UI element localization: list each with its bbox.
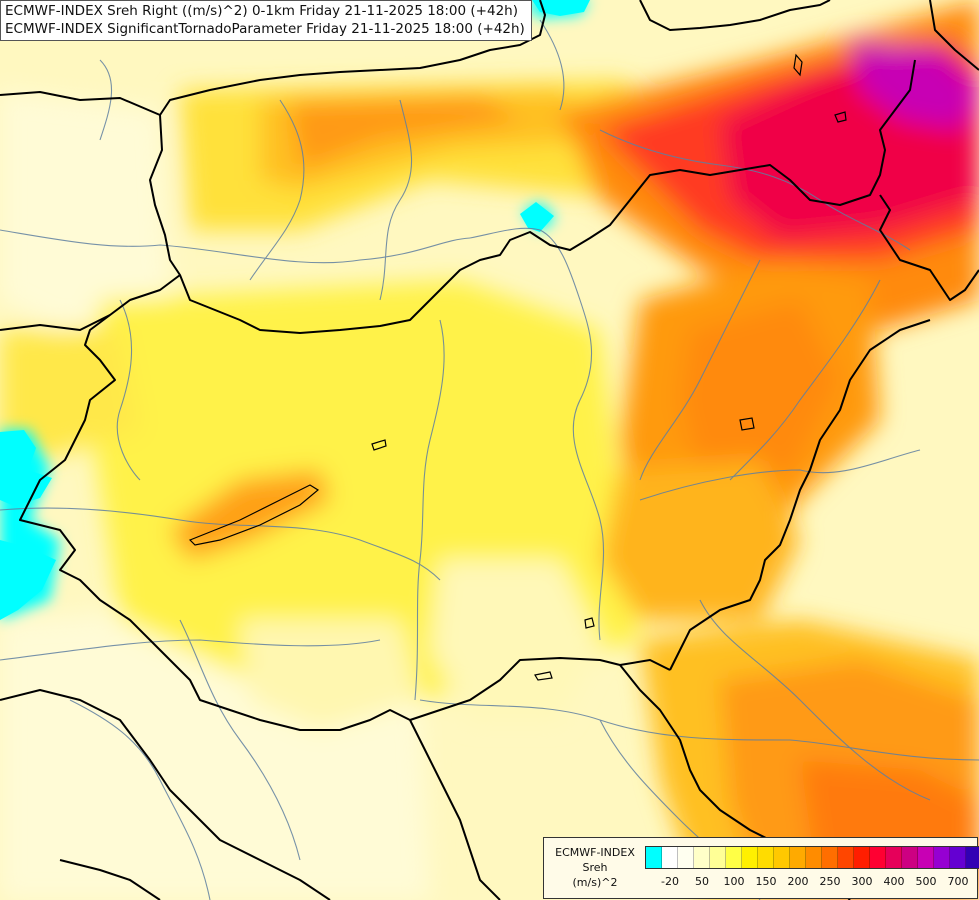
cyan-patch-west <box>0 430 52 506</box>
color-legend: ECMWF-INDEX Sreh (m/s)^2 -20 50 100 150 200 2… <box>543 837 979 899</box>
lake-balaton <box>188 484 320 546</box>
legend-tick-label: 300 <box>851 875 873 888</box>
legend-swatch <box>742 847 758 868</box>
legend-swatch <box>822 847 838 868</box>
legend-swatch <box>934 847 950 868</box>
legend-swatch <box>662 847 678 868</box>
legend-swatch <box>758 847 774 868</box>
map-title-box: ECMWF-INDEX Sreh Right ((m/s)^2) 0-1km F… <box>0 0 532 41</box>
legend-tick-label: -20 <box>661 875 679 888</box>
legend-swatch <box>886 847 902 868</box>
legend-tick-label: 150 <box>755 875 777 888</box>
legend-swatch <box>838 847 854 868</box>
lake-outlines <box>188 53 847 681</box>
title-line-sreh: ECMWF-INDEX Sreh Right ((m/s)^2) 0-1km F… <box>5 3 518 19</box>
legend-swatch <box>726 847 742 868</box>
legend-tick-label: 250 <box>819 875 841 888</box>
legend-swatch <box>678 847 694 868</box>
legend-swatch <box>790 847 806 868</box>
title-line-stp: ECMWF-INDEX SignificantTornadoParameter … <box>5 21 525 37</box>
legend-swatch <box>854 847 870 868</box>
legend-swatch <box>774 847 790 868</box>
legend-tick-label: 700 <box>947 875 969 888</box>
legend-tick-label: 200 <box>787 875 809 888</box>
legend-swatch <box>902 847 918 868</box>
legend-unit: (m/s)^2 <box>572 876 618 889</box>
legend-swatch <box>950 847 966 868</box>
legend-tick-label: 50 <box>695 875 709 888</box>
legend-swatch <box>918 847 934 868</box>
legend-swatch <box>806 847 822 868</box>
cyan-patch-north <box>532 0 590 16</box>
legend-tick-label: 100 <box>723 875 745 888</box>
legend-swatch <box>710 847 726 868</box>
legend-swatch <box>966 847 979 868</box>
cyan-patch-center <box>520 202 554 232</box>
legend-swatch <box>870 847 886 868</box>
legend-swatch <box>646 847 662 868</box>
legend-color-scale <box>645 846 979 869</box>
legend-tick-label: 400 <box>883 875 905 888</box>
legend-source: ECMWF-INDEX <box>555 846 635 859</box>
legend-tick-label: 500 <box>915 875 937 888</box>
legend-swatch <box>694 847 710 868</box>
river-network <box>0 19 979 900</box>
cyan-patch-southwest <box>0 540 56 620</box>
legend-parameter: Sreh <box>582 861 608 874</box>
